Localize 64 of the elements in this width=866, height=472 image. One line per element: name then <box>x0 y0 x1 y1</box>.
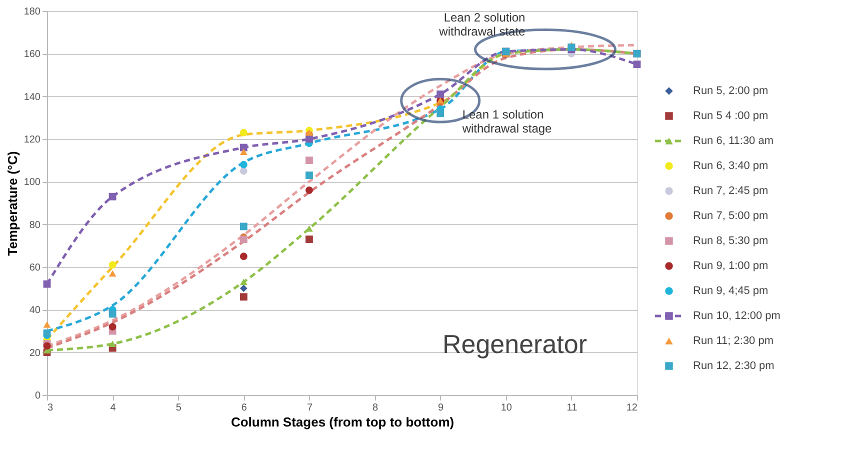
point <box>240 160 248 168</box>
y-tick-label: 20 <box>29 348 41 359</box>
point <box>240 167 248 175</box>
legend-label: Run 9, 1:00 pm <box>693 260 768 272</box>
x-axis-title: Column Stages (from top to bottom) <box>230 414 454 430</box>
legend-label: Run 5 4 :00 pm <box>693 110 768 122</box>
legend-label: Run 6, 11:30 am <box>693 135 774 147</box>
point <box>43 342 51 350</box>
legend-label: Run 5, 2:00 pm <box>693 85 768 97</box>
point <box>306 172 313 179</box>
x-tick-label: 4 <box>110 402 116 414</box>
point <box>108 310 116 318</box>
point <box>108 270 116 277</box>
y-tick-label: 160 <box>24 49 41 60</box>
y-tick-label: 180 <box>24 6 41 18</box>
x-tick-label: 8 <box>372 402 378 414</box>
y-tick-label: 140 <box>24 92 41 103</box>
x-tick-label: 10 <box>500 402 512 414</box>
point <box>306 129 313 136</box>
x-tick-label: 3 <box>48 402 54 414</box>
legend-label: Run 10, 12:00 pm <box>693 310 780 322</box>
point <box>43 321 51 328</box>
point <box>240 148 248 156</box>
point <box>108 323 116 330</box>
point <box>43 280 51 288</box>
point <box>436 110 444 118</box>
legend-label: Run 6, 3:40 pm <box>693 160 768 172</box>
legend-label: Run 7, 5:00 pm <box>693 210 768 222</box>
y-tick-label: 0 <box>34 390 41 402</box>
x-tick-label: 7 <box>306 402 313 414</box>
y-tick-label: 120 <box>24 134 41 146</box>
x-tick-label: 6 <box>241 402 248 414</box>
x-tick-label: 11 <box>566 402 578 414</box>
point <box>43 329 51 337</box>
point <box>240 222 248 230</box>
y-tick-label: 100 <box>24 177 41 188</box>
point <box>306 225 313 232</box>
point <box>240 278 248 286</box>
x-tick-label: 12 <box>626 402 638 414</box>
legend-label: Run 9, 4;45 pm <box>693 285 768 297</box>
point <box>633 60 641 68</box>
x-tick-label: 5 <box>176 402 182 414</box>
annotation: Regenerator <box>442 329 588 359</box>
legend-label: Run 11; 2:30 pm <box>693 335 774 347</box>
point <box>108 192 116 200</box>
point <box>240 252 248 260</box>
point <box>240 293 248 301</box>
point <box>436 90 444 98</box>
point <box>240 236 248 243</box>
point <box>306 236 313 243</box>
y-tick-label: 80 <box>29 220 41 231</box>
y-tick-label: 40 <box>29 305 41 316</box>
point <box>306 186 313 194</box>
y-axis-title: Temperature (°C) <box>4 151 20 256</box>
point <box>108 340 116 348</box>
point <box>240 128 248 136</box>
legend-label: Run 12, 2:30 pm <box>693 360 774 372</box>
legend-label: Run 7, 2:45 pm <box>693 185 768 197</box>
y-tick-label: 60 <box>29 262 41 274</box>
point <box>306 156 313 164</box>
point <box>108 261 116 269</box>
x-tick-label: 9 <box>438 402 444 414</box>
legend-label: Run 8, 5:30 pm <box>693 235 768 247</box>
point <box>240 284 248 292</box>
